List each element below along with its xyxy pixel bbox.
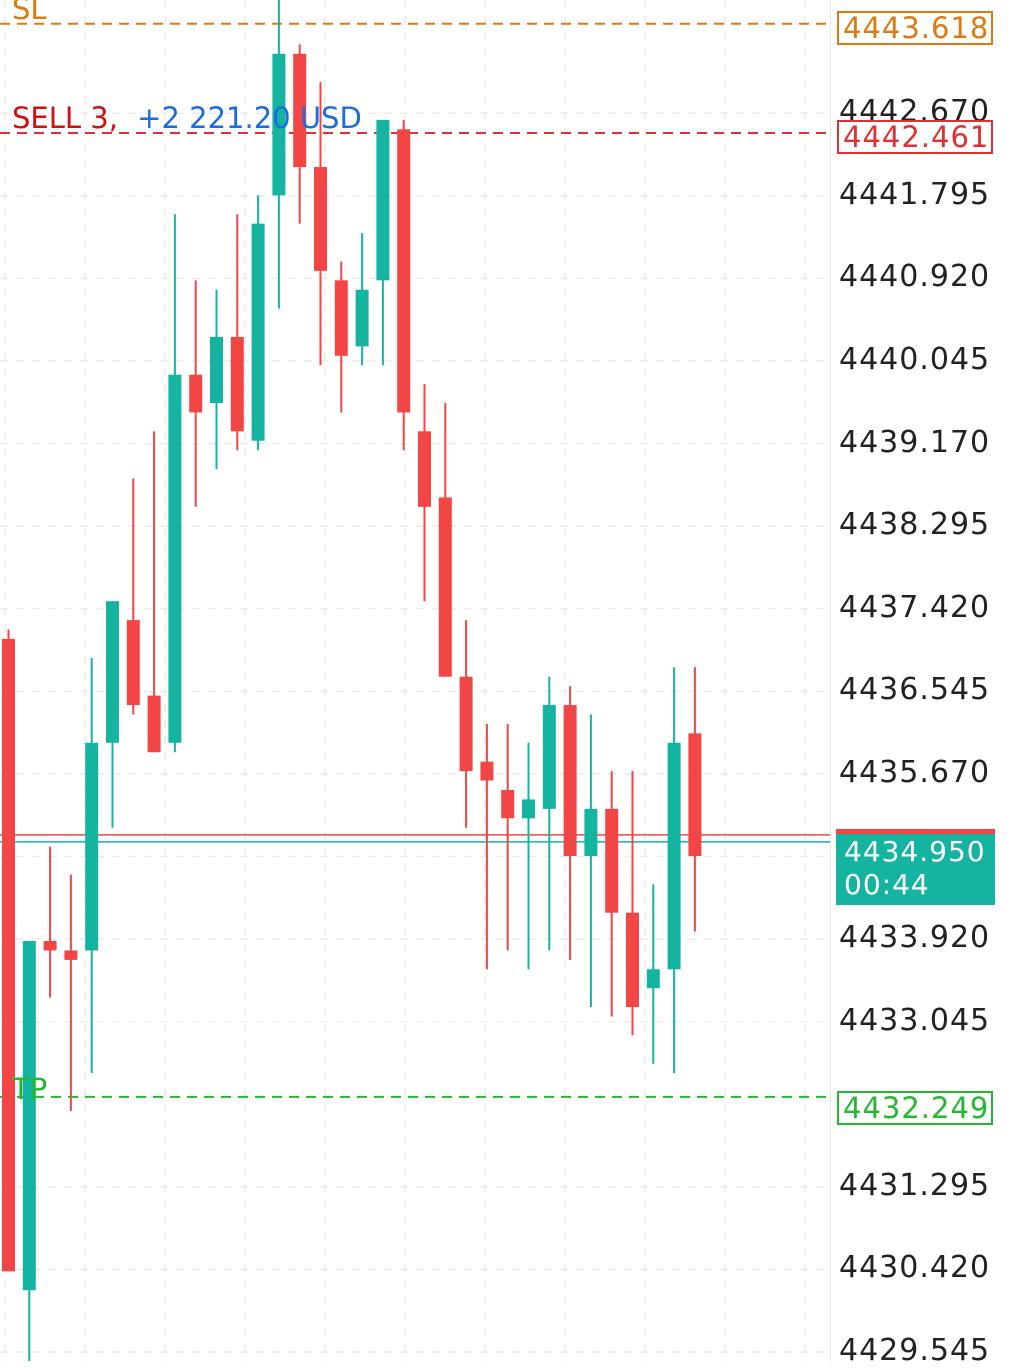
chart-plot-area[interactable]: SL SELL 3, +2 221.20 USD TP [0,0,830,1361]
bearish-candle [293,44,307,224]
bullish-candle [168,214,182,753]
price-tick-label: 4430.420 [839,1250,991,1286]
bearish-candle [314,82,327,366]
bearish-candle [563,686,577,960]
candle-body [106,601,119,743]
candle-body [230,336,244,432]
bullish-candle [646,884,660,1064]
bearish-candle [43,846,57,998]
candle-body [501,789,515,819]
bearish-candle [605,771,619,1017]
candle-body [355,289,369,347]
candlestick-chart [0,0,830,1361]
price-tick-label: 4435.670 [839,754,991,790]
candle-body [334,280,348,356]
bullish-candle [85,657,99,1074]
candle-body [168,374,182,743]
candle-body [43,940,57,951]
price-tick-label: 4433.920 [839,920,991,956]
bullish-candle [106,601,119,828]
bearish-candle [626,771,639,1036]
candle-body [584,808,598,857]
bearish-candle [189,280,203,507]
candle-body [376,119,390,281]
bullish-candle [210,289,223,470]
candle-body [22,940,36,1291]
candle-body [2,638,15,1272]
bearish-candle [147,431,161,753]
candle-body [314,167,327,271]
sl-price-label[interactable]: 4443.618 [837,11,993,45]
candle-body [293,53,307,168]
current-price: 4434.950 [844,835,986,868]
bullish-candle [667,667,681,1074]
price-axis[interactable]: 4442.670 4441.795 4440.920 4440.045 4439.170… [830,0,1020,1368]
candle-body [126,620,140,706]
candle-body [605,808,619,913]
entry-price-label[interactable]: 4442.461 [837,120,993,154]
candle-body [438,497,452,677]
candle-body [85,742,99,951]
bullish-candle [376,119,390,366]
tp-line-label: TP [12,1072,48,1106]
price-tick-label: 4440.045 [839,342,991,377]
candle-body [418,431,431,507]
current-price-box: 4434.950 00:44 [836,829,995,905]
chart-grid [0,0,830,1361]
bearish-candle [334,261,348,413]
candle-body [397,129,411,413]
price-tick-label: 4433.045 [839,1002,991,1038]
tp-price-label[interactable]: 4432.249 [837,1091,993,1125]
candle-body [459,676,473,772]
bearish-candle [64,874,78,1111]
position-side: SELL 3, [12,101,118,135]
bearish-candle [459,620,473,828]
bullish-candle [355,233,369,366]
candle-body [189,374,203,413]
candles-group [2,0,702,1361]
bearish-candle [438,403,452,677]
bullish-candle [22,940,36,1361]
bearish-candle [230,214,244,451]
price-tick-label: 4438.295 [839,507,991,543]
candle-body [667,742,681,970]
candle-body [147,695,161,753]
price-tick-label: 4437.420 [839,589,991,625]
candle-body [272,53,286,196]
bearish-candle [688,667,702,932]
bearish-candle [397,119,411,451]
price-tick-label: 4431.295 [839,1167,991,1203]
bullish-candle [251,195,265,451]
bearish-candle [126,478,140,715]
bullish-candle [584,714,598,1008]
candle-body [251,223,265,441]
sl-line-label: SL [12,0,47,26]
candle-body [626,912,639,1008]
candle-body [64,950,78,960]
price-tick-label: 4429.545 [839,1333,991,1368]
candle-body [210,336,223,404]
candle-body [522,799,535,819]
candle-body [646,969,660,989]
bearish-candle [418,384,431,602]
bid-ask-strip [836,829,995,834]
candle-timer: 00:44 [844,868,930,901]
position-label[interactable]: SELL 3, +2 221.20 USD [12,101,362,135]
price-tick-label: 4440.920 [839,259,991,295]
candle-body [563,705,577,857]
bullish-candle [542,676,556,951]
bearish-candle [2,629,15,1272]
candle-body [688,733,702,857]
candle-body [542,705,556,809]
bullish-candle [522,742,535,970]
price-tick-label: 4439.170 [839,424,991,460]
bearish-candle [501,723,515,951]
bearish-candle [480,723,494,970]
price-tick-label: 4436.545 [839,672,991,708]
price-tick-label: 4441.795 [839,176,991,212]
position-profit: +2 221.20 USD [137,101,362,135]
bullish-candle [272,0,286,309]
trade-level-lines [0,22,830,1098]
candle-body [480,761,494,781]
